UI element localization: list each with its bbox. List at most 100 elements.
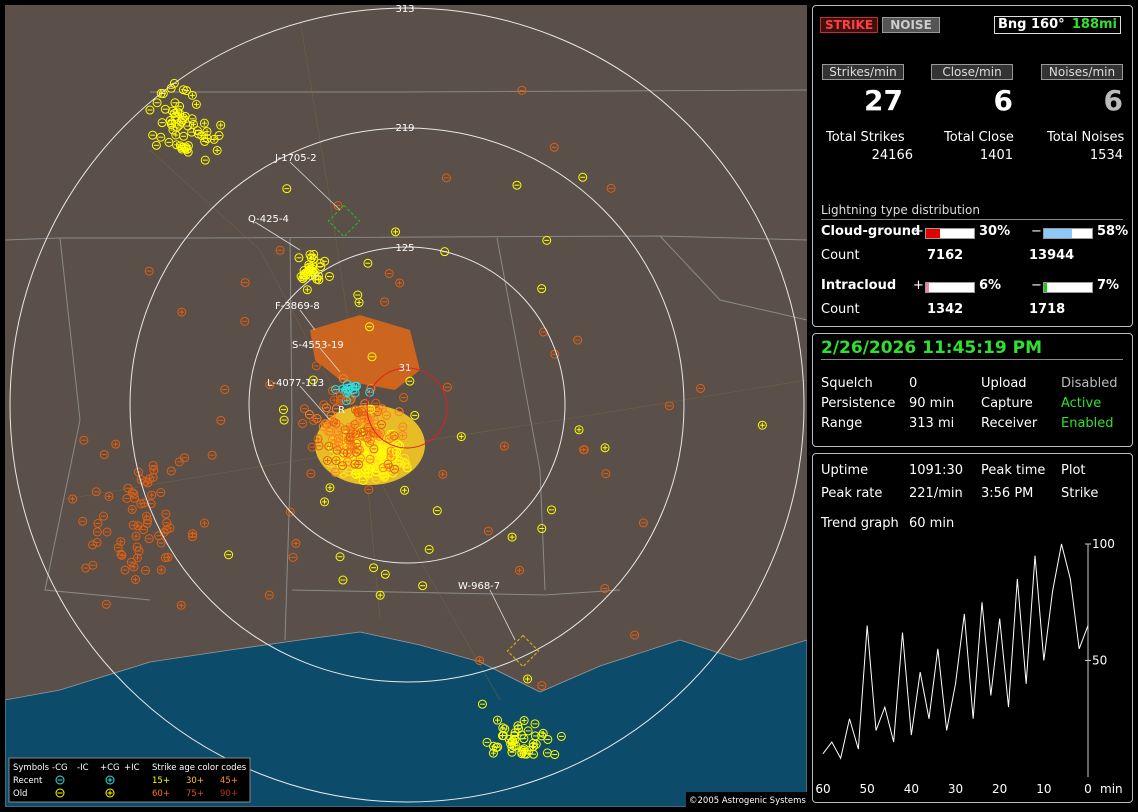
symbol-ring	[165, 523, 175, 533]
distribution-title: Lightning type distribution	[821, 203, 980, 217]
symbol-ring	[528, 749, 538, 759]
strike-symbol	[324, 271, 334, 281]
symbol-ring	[93, 518, 103, 528]
symbol-ring	[148, 461, 158, 471]
symbol-ring	[131, 575, 141, 585]
strike-symbol	[528, 738, 538, 748]
symbol-ring	[574, 425, 584, 435]
symbol-ring	[240, 278, 250, 288]
symbol-ring	[498, 731, 508, 741]
symbol-ring	[275, 245, 285, 255]
symbol-ring	[391, 227, 401, 237]
sign: −	[1031, 224, 1042, 239]
strike-symbol	[523, 674, 533, 684]
strike-symbol	[313, 434, 323, 444]
symbol-ring	[136, 499, 146, 509]
symbol-ring	[344, 435, 354, 445]
strike-symbol	[695, 383, 705, 393]
symbol-ring	[285, 507, 295, 517]
symbol-ring	[156, 132, 166, 142]
strike-symbol	[475, 656, 485, 666]
strike-symbol	[311, 361, 321, 371]
symbol-ring	[638, 518, 648, 528]
symbol-ring	[440, 247, 450, 257]
noise-button[interactable]: NOISE	[882, 17, 940, 33]
symbol-ring	[291, 538, 301, 548]
strike-symbol	[384, 379, 394, 389]
strike-symbol	[515, 565, 525, 575]
symbol-ring	[179, 131, 189, 141]
symbol-ring	[314, 441, 324, 451]
symbol-ring	[395, 278, 405, 288]
strike-symbol	[320, 419, 330, 429]
strike-symbol	[377, 420, 387, 430]
symbol-ring	[511, 741, 521, 751]
symbol-ring	[335, 422, 345, 432]
strike-symbol	[279, 415, 289, 425]
symbol-ring	[391, 447, 401, 457]
strike-symbol	[325, 483, 335, 493]
strike-symbol	[209, 134, 219, 144]
strike-symbol	[288, 552, 298, 562]
strike-symbol	[105, 775, 115, 785]
symbol-ring	[378, 463, 388, 473]
strike-symbol	[757, 420, 767, 430]
strike-symbol	[442, 382, 452, 392]
symbol-ring	[316, 262, 326, 272]
strike-symbol	[630, 630, 640, 640]
symbol-ring	[338, 575, 348, 585]
legend-title: Strike age color codes	[152, 763, 247, 773]
strike-symbol	[351, 429, 361, 439]
symbol-ring	[345, 449, 355, 459]
x-tick-label: 30	[948, 782, 963, 796]
count: 1342	[927, 302, 964, 317]
symbol-ring	[339, 448, 349, 458]
symbol-ring	[360, 452, 370, 462]
symbol-ring	[126, 557, 136, 567]
bar-fill	[1044, 283, 1048, 292]
symbol-ring	[181, 143, 191, 153]
symbol-ring	[369, 563, 379, 573]
strike-symbol	[500, 724, 510, 734]
symbol-ring	[156, 565, 166, 575]
strike-symbol	[438, 469, 448, 479]
strike-button[interactable]: STRIKE	[820, 17, 878, 33]
total-label: Total Strikes	[826, 130, 905, 145]
symbol-ring	[345, 432, 355, 442]
strike-symbol	[166, 119, 176, 129]
symbol-ring	[418, 581, 428, 591]
symbol-ring	[537, 681, 547, 691]
legend-header: +IC	[124, 763, 140, 773]
strike-symbol	[133, 553, 143, 563]
symbol-ring	[363, 258, 373, 268]
strike-symbol	[491, 742, 501, 752]
x-tick-label: 0	[1084, 782, 1092, 796]
symbol-ring	[389, 431, 399, 441]
symbol-ring	[695, 383, 705, 393]
map: 313 219 125 31 J-1705-2 Q-425-4 F-3869-8…	[5, 5, 807, 807]
symbol-ring	[351, 429, 361, 439]
strike-symbol	[391, 227, 401, 237]
symbol-ring	[200, 136, 210, 146]
strike-symbol	[145, 474, 155, 484]
strike-symbol	[371, 398, 381, 408]
strike-symbol	[216, 120, 226, 130]
strike-symbol	[600, 443, 610, 453]
legend-age: 75+	[186, 789, 204, 799]
strike-symbol	[326, 427, 336, 437]
symbol-ring	[318, 422, 328, 432]
strike-symbol	[380, 569, 390, 579]
strike-symbol	[308, 267, 318, 277]
symbol-ring	[384, 269, 394, 279]
strike-symbol	[329, 395, 339, 405]
symbol-ring	[350, 459, 360, 469]
symbol-ring	[330, 467, 340, 477]
strike-symbol	[197, 131, 207, 141]
symbol-ring	[336, 394, 346, 404]
strike-symbol	[157, 118, 167, 128]
symbol-ring	[162, 518, 172, 528]
strike-symbol	[381, 410, 391, 420]
symbol-ring	[331, 456, 341, 466]
setting-label: Upload	[981, 376, 1027, 391]
